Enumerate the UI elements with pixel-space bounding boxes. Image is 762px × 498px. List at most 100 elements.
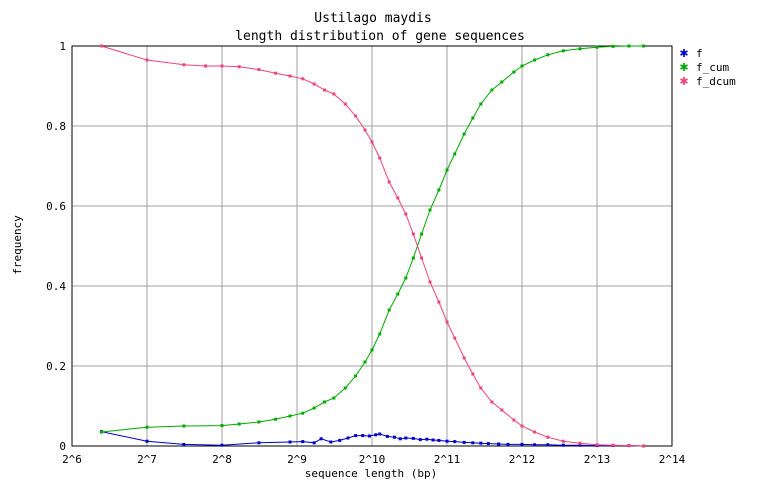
data-point bbox=[312, 406, 316, 410]
data-point bbox=[520, 442, 524, 446]
data-point bbox=[370, 348, 374, 352]
data-point bbox=[363, 128, 367, 132]
legend-marker-icon: ✱ bbox=[679, 61, 688, 74]
data-point bbox=[420, 256, 424, 260]
x-tick-label: 2^6 bbox=[62, 453, 82, 466]
data-point bbox=[392, 435, 396, 439]
series-f-dcum bbox=[99, 44, 646, 448]
data-point bbox=[257, 441, 261, 445]
data-point bbox=[367, 434, 371, 438]
data-point bbox=[220, 424, 224, 428]
data-point bbox=[437, 300, 441, 304]
data-point bbox=[312, 82, 316, 86]
x-tick-label: 2^10 bbox=[359, 453, 386, 466]
legend-marker-icon: ✱ bbox=[679, 47, 688, 60]
data-point bbox=[471, 441, 475, 445]
data-point bbox=[182, 424, 186, 428]
data-point bbox=[642, 44, 646, 48]
data-point bbox=[396, 292, 400, 296]
data-point bbox=[182, 442, 186, 446]
data-point bbox=[479, 102, 483, 106]
data-point bbox=[595, 443, 599, 447]
plot-frame bbox=[71, 45, 673, 447]
data-point bbox=[611, 44, 615, 48]
data-point bbox=[533, 430, 537, 434]
data-point bbox=[288, 440, 292, 444]
tick-layer: 2^6 2^7 2^8 2^9 2^10 2^11 2^12 2^13 2^14 0 0.2 0.4 0… bbox=[46, 40, 685, 466]
data-point bbox=[546, 53, 550, 57]
data-point bbox=[561, 439, 565, 443]
data-point bbox=[500, 408, 504, 412]
grid-layer bbox=[72, 46, 672, 446]
data-point bbox=[462, 440, 466, 444]
data-point bbox=[370, 140, 374, 144]
data-point bbox=[145, 58, 149, 62]
data-point bbox=[627, 444, 631, 448]
data-point bbox=[453, 336, 457, 340]
chart-title: Ustilago maydis bbox=[314, 11, 431, 26]
data-point bbox=[312, 441, 316, 445]
data-point bbox=[332, 92, 336, 96]
data-point bbox=[363, 360, 367, 364]
data-point bbox=[462, 356, 466, 360]
data-point bbox=[398, 437, 402, 441]
y-tick-label: 0 bbox=[59, 440, 66, 453]
data-point bbox=[425, 437, 429, 441]
data-point bbox=[274, 417, 278, 421]
data-point bbox=[319, 437, 323, 441]
data-point bbox=[411, 256, 415, 260]
data-point bbox=[220, 443, 224, 447]
data-point bbox=[145, 439, 149, 443]
legend-item: ✱ f_cum bbox=[679, 61, 729, 74]
data-point bbox=[343, 386, 347, 390]
y-axis-label: frequency bbox=[11, 215, 24, 275]
data-point bbox=[420, 232, 424, 236]
data-point bbox=[288, 414, 292, 418]
y-tick-label: 0.4 bbox=[46, 280, 66, 293]
x-tick-label: 2^12 bbox=[509, 453, 536, 466]
data-point bbox=[578, 443, 582, 447]
data-point bbox=[445, 439, 449, 443]
data-point bbox=[257, 420, 261, 424]
legend: ✱ f✱ f_cum✱ f_dcum bbox=[679, 47, 736, 88]
legend-label: f bbox=[696, 47, 703, 60]
x-tick-label: 2^8 bbox=[212, 453, 232, 466]
data-point bbox=[182, 63, 186, 67]
data-point bbox=[338, 438, 342, 442]
data-point bbox=[346, 436, 350, 440]
data-point bbox=[490, 88, 494, 92]
series-line bbox=[101, 45, 644, 447]
chart-subtitle: length distribution of gene sequences bbox=[235, 29, 525, 44]
data-point bbox=[578, 47, 582, 51]
data-point bbox=[561, 443, 565, 447]
series-f-cum bbox=[99, 44, 646, 434]
data-point bbox=[642, 444, 646, 448]
legend-label: f_cum bbox=[696, 61, 729, 74]
data-point bbox=[220, 64, 224, 68]
data-point bbox=[385, 434, 389, 438]
data-point bbox=[354, 374, 358, 378]
data-point bbox=[512, 418, 516, 422]
data-point bbox=[627, 44, 631, 48]
data-point bbox=[404, 436, 408, 440]
data-point bbox=[378, 156, 382, 160]
data-point bbox=[301, 411, 305, 415]
data-point bbox=[453, 152, 457, 156]
data-point bbox=[437, 438, 441, 442]
data-point bbox=[561, 49, 565, 53]
data-point bbox=[428, 280, 432, 284]
legend-label: f_dcum bbox=[696, 75, 736, 88]
x-tick-label: 2^9 bbox=[287, 453, 307, 466]
x-tick-label: 2^13 bbox=[584, 453, 611, 466]
y-tick-label: 0.8 bbox=[46, 120, 66, 133]
data-point bbox=[445, 320, 449, 324]
series-f bbox=[99, 430, 646, 448]
y-tick-label: 0.2 bbox=[46, 360, 66, 373]
data-point bbox=[418, 438, 422, 442]
data-point bbox=[145, 425, 149, 429]
data-point bbox=[301, 77, 305, 81]
x-tick-label: 2^11 bbox=[434, 453, 461, 466]
data-point bbox=[322, 400, 326, 404]
data-point bbox=[411, 232, 415, 236]
